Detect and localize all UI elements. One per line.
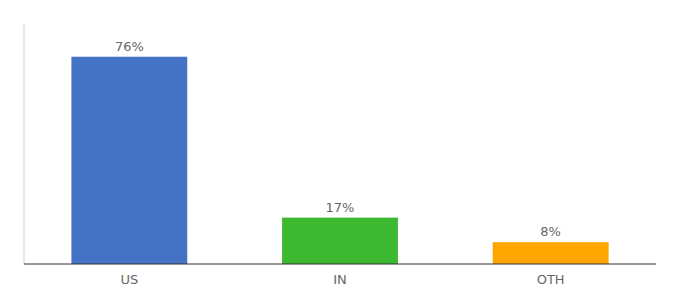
x-axis-line (24, 263, 656, 264)
y-axis-range-line (24, 24, 25, 264)
bar (493, 242, 609, 264)
data-label: 76% (115, 39, 144, 54)
bar (71, 57, 187, 264)
x-tick-label: IN (333, 272, 347, 287)
data-label: 8% (540, 224, 561, 239)
x-tick-label: US (120, 272, 138, 287)
bars (71, 57, 608, 264)
chart-container: 76% 17% 8% US IN OTH (0, 0, 680, 300)
data-label: 17% (326, 200, 355, 215)
chart-svg: 76% 17% 8% US IN OTH (0, 0, 680, 300)
x-tick-label: OTH (537, 272, 565, 287)
bar (282, 218, 398, 264)
